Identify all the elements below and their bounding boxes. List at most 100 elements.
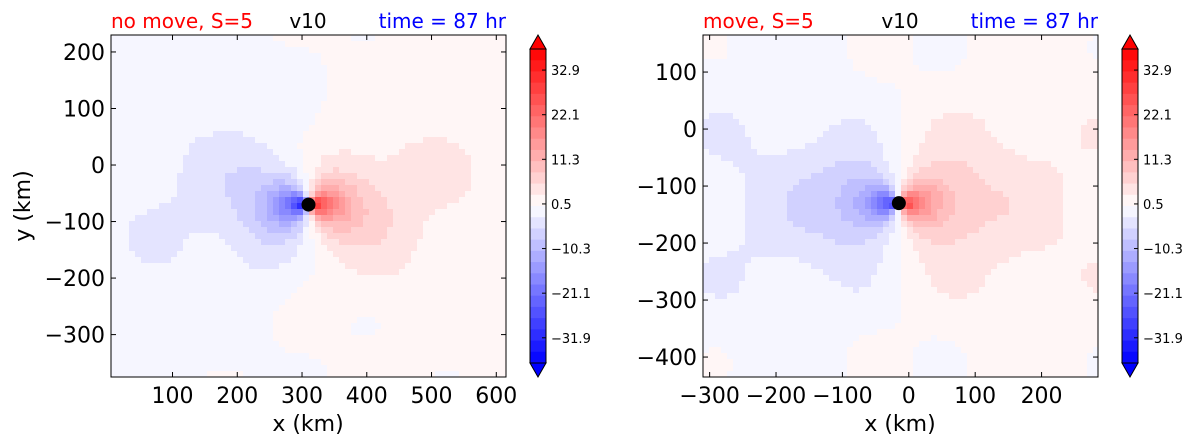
field-cell: [495, 113, 502, 120]
field-cell: [721, 71, 728, 78]
field-cell: [703, 341, 710, 348]
field-cell: [153, 329, 160, 336]
field-cell: [417, 353, 424, 360]
field-cell: [267, 365, 274, 372]
field-cell: [267, 59, 274, 66]
field-cell: [327, 191, 334, 198]
field-cell: [141, 209, 148, 216]
field-cell: [195, 323, 202, 330]
field-cell: [261, 161, 268, 168]
field-cell: [201, 323, 208, 330]
panel-left-xlabel: x (km): [272, 412, 343, 437]
field-cell: [709, 179, 716, 186]
field-cell: [727, 95, 734, 102]
field-cell: [207, 131, 214, 138]
field-cell: [291, 323, 298, 330]
field-cell: [147, 65, 154, 72]
field-cell: [477, 329, 484, 336]
field-cell: [381, 131, 388, 138]
field-cell: [219, 335, 226, 342]
field-cell: [135, 143, 142, 150]
field-cell: [309, 83, 316, 90]
field-cell: [727, 131, 734, 138]
field-cell: [715, 197, 722, 204]
field-cell: [267, 305, 274, 312]
field-cell: [769, 161, 776, 168]
field-cell: [231, 239, 238, 246]
field-cell: [345, 71, 352, 78]
field-cell: [291, 59, 298, 66]
field-cell: [465, 119, 472, 126]
field-cell: [441, 371, 448, 377]
field-cell: [709, 143, 716, 150]
field-cell: [321, 347, 328, 354]
field-cell: [243, 77, 250, 84]
field-cell: [363, 293, 370, 300]
field-cell: [285, 53, 292, 60]
field-cell: [733, 317, 740, 324]
field-cell: [339, 101, 346, 108]
field-cell: [231, 323, 238, 330]
field-cell: [387, 35, 394, 42]
field-cell: [267, 107, 274, 114]
field-cell: [489, 275, 496, 282]
field-cell: [147, 311, 154, 318]
field-cell: [303, 245, 310, 252]
field-cell: [183, 341, 190, 348]
field-cell: [213, 329, 220, 336]
field-cell: [135, 191, 142, 198]
field-cell: [459, 173, 466, 180]
field-cell: [721, 59, 728, 66]
field-cell: [405, 185, 412, 192]
field-cell: [363, 353, 370, 360]
field-cell: [171, 215, 178, 222]
field-cell: [733, 41, 740, 48]
field-cell: [489, 353, 496, 360]
field-cell: [751, 65, 758, 72]
field-cell: [387, 269, 394, 276]
field-cell: [423, 161, 430, 168]
field-cell: [817, 161, 824, 168]
field-cell: [393, 131, 400, 138]
field-cell: [195, 365, 202, 372]
field-cell: [219, 47, 226, 54]
field-cell: [453, 41, 460, 48]
field-cell: [195, 209, 202, 216]
field-cell: [393, 95, 400, 102]
field-cell: [727, 119, 734, 126]
field-cell: [273, 77, 280, 84]
field-cell: [757, 335, 764, 342]
field-cell: [435, 47, 442, 54]
field-cell: [393, 371, 400, 377]
field-cell: [219, 191, 226, 198]
field-cell: [733, 89, 740, 96]
field-cell: [423, 59, 430, 66]
field-cell: [207, 341, 214, 348]
field-cell: [249, 233, 256, 240]
field-cell: [339, 251, 346, 258]
field-cell: [315, 167, 322, 174]
field-cell: [357, 83, 364, 90]
field-cell: [321, 191, 328, 198]
field-cell: [315, 143, 322, 150]
field-cell: [357, 155, 364, 162]
field-cell: [393, 137, 400, 144]
field-cell: [219, 53, 226, 60]
field-cell: [339, 155, 346, 162]
field-cell: [751, 317, 758, 324]
field-cell: [763, 227, 770, 234]
field-cell: [447, 95, 454, 102]
field-cell: [733, 101, 740, 108]
field-cell: [201, 245, 208, 252]
field-cell: [345, 371, 352, 377]
field-cell: [297, 137, 304, 144]
field-cell: [781, 113, 788, 120]
field-cell: [267, 329, 274, 336]
field-cell: [141, 365, 148, 372]
field-cell: [381, 119, 388, 126]
field-cell: [303, 299, 310, 306]
field-cell: [243, 143, 250, 150]
field-cell: [739, 35, 746, 42]
field-cell: [171, 365, 178, 372]
